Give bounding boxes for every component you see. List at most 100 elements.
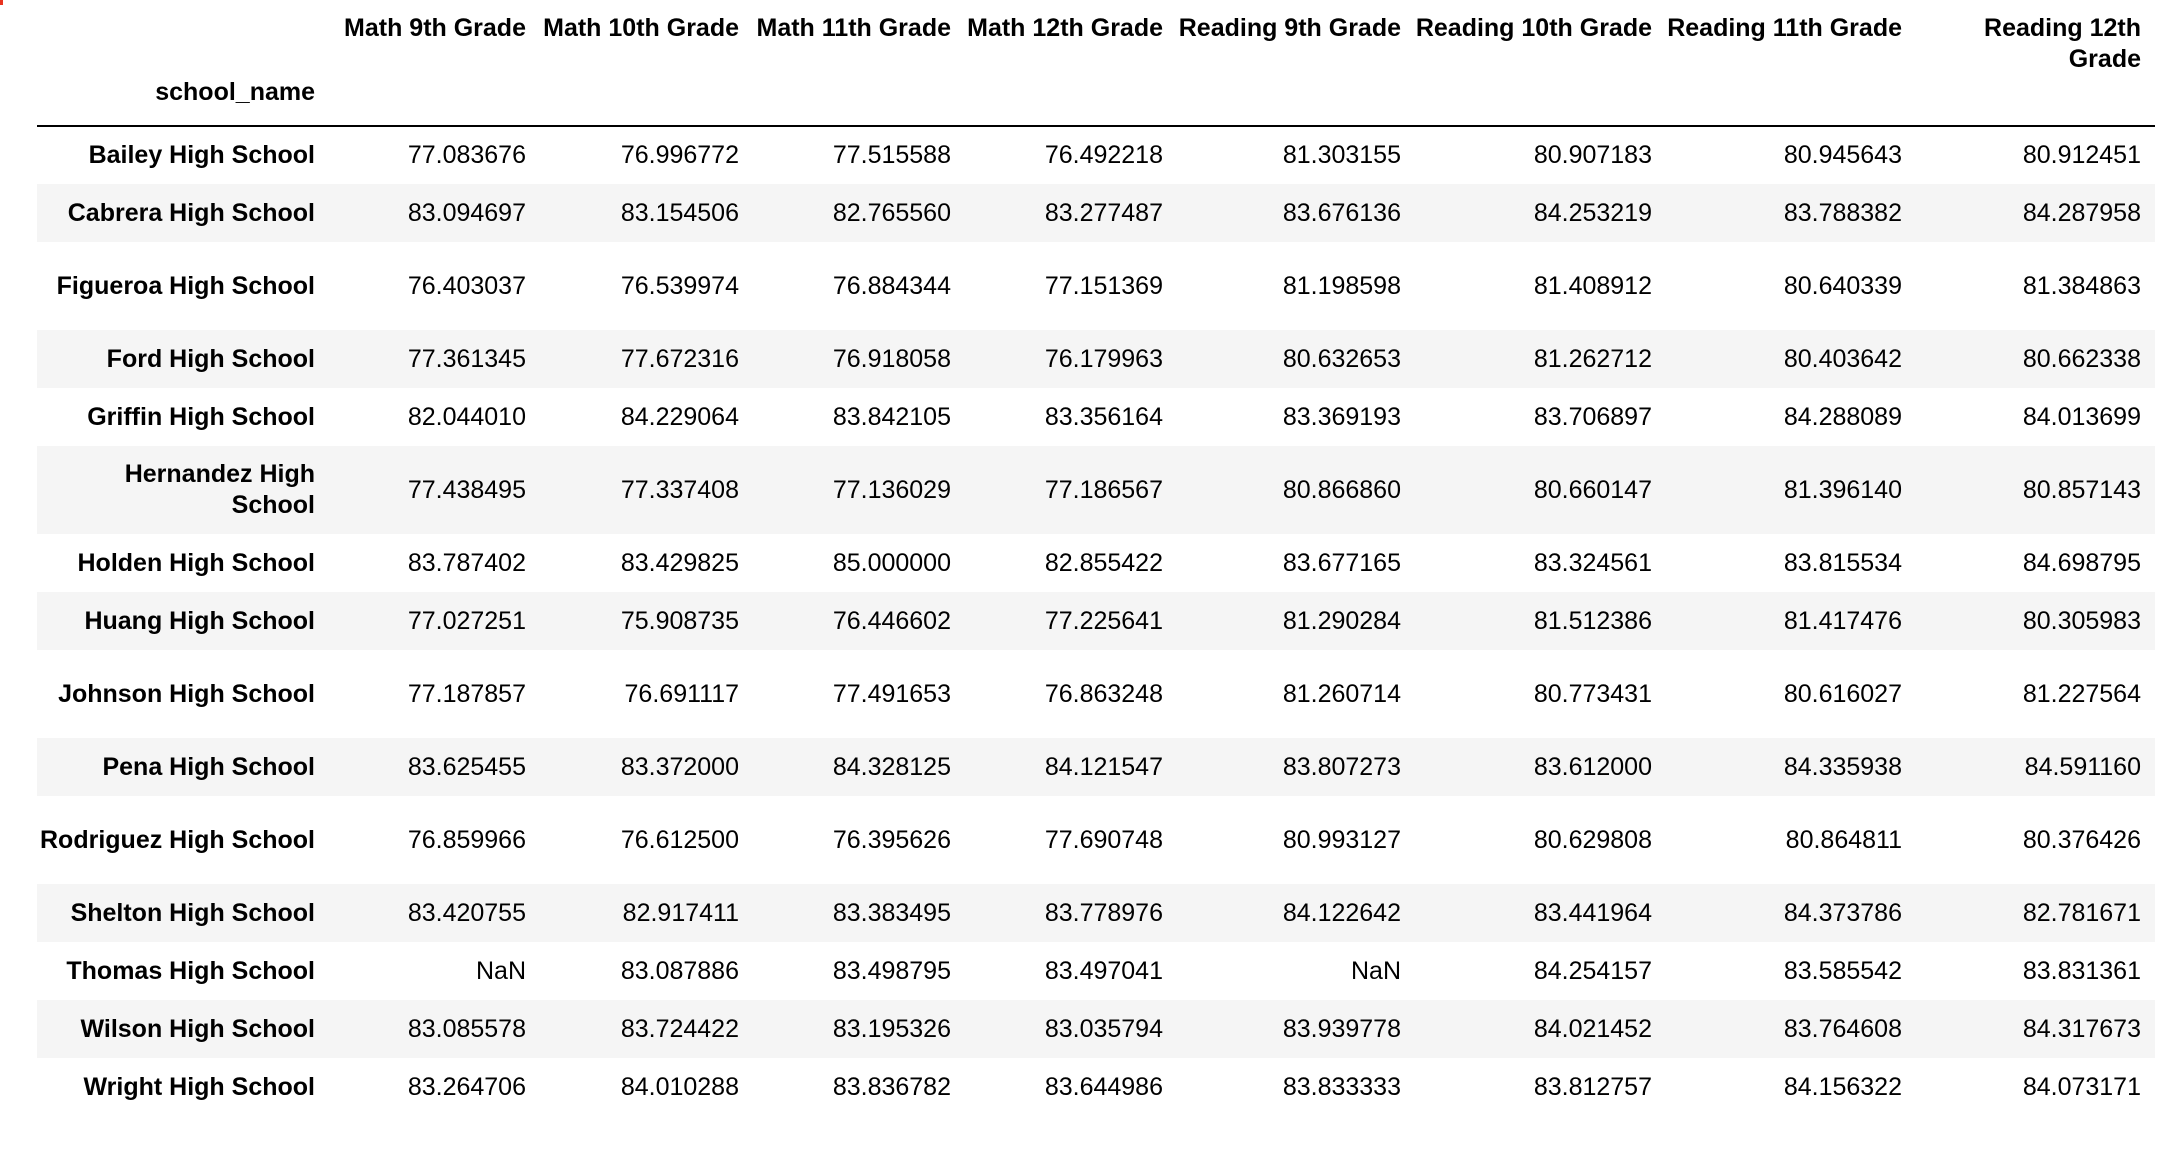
score-cell: 77.337408 [620,475,739,504]
score-cell: 83.087886 [620,956,739,985]
score-cell: 77.151369 [1044,271,1163,300]
score-cell: 80.660147 [1533,475,1652,504]
score-cell: 83.787402 [407,548,526,577]
score-cell: 80.857143 [2022,475,2141,504]
score-cell: 83.788382 [1783,198,1902,227]
score-cell: 80.616027 [1783,679,1902,708]
score-cell: 84.254157 [1533,956,1652,985]
column-header-row: Math 9th Grade Math 10th Grade Math 11th… [37,0,2155,77]
school-name-cell: Wright High School [83,1072,315,1101]
score-cell: 81.262712 [1533,344,1652,373]
school-name-cell: Wilson High School [80,1014,316,1043]
school-name-cell: Rodriguez High School [40,825,315,854]
score-cell: 82.781671 [2022,898,2141,927]
school-name-cell: Thomas High School [66,956,315,985]
column-header: Math 11th Grade [756,14,952,42]
table-row: Wilson High School 83.085578 83.724422 83.1… [37,1000,2155,1058]
score-cell: 77.515588 [832,141,951,169]
score-cell: 75.908735 [620,606,739,635]
score-cell: 76.884344 [832,271,951,300]
score-cell: NaN [1350,956,1401,985]
index-corner-cell [37,0,329,77]
score-cell: 83.383495 [832,898,951,927]
table-row: Griffin High School 82.044010 84.229064 83.… [37,388,2155,446]
school-name-cell: Huang High School [84,606,315,635]
score-cell: 83.324561 [1533,548,1652,577]
score-cell: 83.812757 [1533,1072,1652,1101]
table-row: Huang High School 77.027251 75.908735 76.44… [37,592,2155,650]
table-row: Holden High School 83.787402 83.429825 85.0… [37,534,2155,592]
score-cell: 76.395626 [832,825,951,854]
score-cell: 82.917411 [622,898,739,927]
score-cell: 77.186567 [1044,475,1163,504]
index-name-row: school_name [37,77,2155,126]
score-cell: 81.417476 [1783,606,1902,635]
score-cell: 83.807273 [1282,752,1401,781]
score-cell: 83.706897 [1533,402,1652,431]
score-cell: 84.156322 [1783,1072,1902,1101]
score-cell: 83.035794 [1044,1014,1163,1043]
score-cell: 83.372000 [620,752,739,781]
score-cell: 84.698795 [2022,548,2141,577]
score-cell: 83.585542 [1783,956,1902,985]
score-cell: 85.000000 [832,548,951,577]
school-name-cell: Griffin High School [87,402,315,431]
score-cell: 77.225641 [1044,606,1163,635]
score-cell: 83.441964 [1533,898,1652,927]
table-row: Hernandez High School 77.438495 77.337408 7… [37,446,2155,534]
score-cell: 83.497041 [1044,956,1163,985]
score-cell: 76.612500 [620,825,739,854]
score-cell: 84.073171 [2022,1072,2141,1101]
score-cell: 82.855422 [1044,548,1163,577]
score-cell: 81.384863 [2022,271,2141,300]
column-header: Reading 12th Grade [1984,14,2141,73]
score-cell: 84.373786 [1783,898,1902,927]
school-grade-scores-table: Math 9th Grade Math 10th Grade Math 11th… [37,0,2155,1116]
score-cell: 77.361345 [407,344,526,373]
score-cell: 82.044010 [407,402,526,431]
score-cell: 80.912451 [2022,141,2141,169]
score-cell: 80.907183 [1533,141,1652,169]
score-cell: 83.625455 [407,752,526,781]
score-cell: 83.085578 [407,1014,526,1043]
table-row: Figueroa High School 76.403037 76.539974 76… [37,242,2155,330]
score-cell: 76.691117 [624,679,739,708]
table-row: Ford High School 77.361345 77.672316 76.918… [37,330,2155,388]
score-cell: 83.420755 [407,898,526,927]
score-cell: 77.187857 [407,679,526,708]
score-cell: 83.833333 [1282,1072,1401,1101]
score-cell: 83.277487 [1044,198,1163,227]
column-header: Math 10th Grade [543,14,739,42]
score-cell: 83.831361 [2022,956,2141,985]
score-cell: 77.491653 [832,679,951,708]
score-cell: 81.290284 [1282,606,1401,635]
score-cell: 81.408912 [1533,271,1652,300]
score-cell: 83.356164 [1044,402,1163,431]
school-name-cell: Pena High School [102,752,315,781]
score-cell: 83.429825 [620,548,739,577]
school-name-cell: Johnson High School [58,679,315,708]
school-name-cell: Holden High School [77,548,316,577]
score-cell: 76.179963 [1044,344,1163,373]
column-header: Math 12th Grade [967,14,1163,42]
score-cell: 83.369193 [1282,402,1401,431]
score-cell: 76.996772 [620,141,739,169]
score-cell: 84.591160 [2024,752,2141,781]
score-cell: 80.403642 [1783,344,1902,373]
table-body: Bailey High School 77.083676 76.996772 77.5… [37,126,2155,1116]
score-cell: 84.253219 [1533,198,1652,227]
score-cell: 83.939778 [1282,1014,1401,1043]
score-cell: 76.859966 [407,825,526,854]
score-cell: 83.498795 [832,956,951,985]
score-cell: 81.260714 [1282,679,1401,708]
score-cell: 80.773431 [1533,679,1652,708]
score-cell: 80.866860 [1282,475,1401,504]
score-cell: 83.724422 [620,1014,739,1043]
score-cell: 84.229064 [620,402,739,431]
score-cell: 77.438495 [407,475,526,504]
score-cell: 84.021452 [1533,1014,1652,1043]
score-cell: 83.842105 [832,402,951,431]
score-cell: 84.010288 [620,1072,739,1101]
score-cell: 84.122642 [1282,898,1401,927]
score-cell: 80.640339 [1783,271,1902,300]
